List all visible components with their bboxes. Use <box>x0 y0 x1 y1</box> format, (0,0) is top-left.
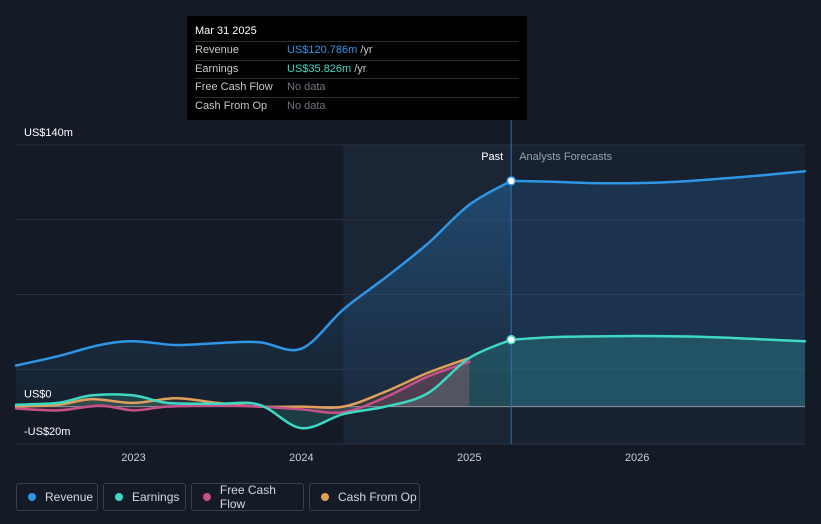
legend-item-cash-from-op[interactable]: Cash From Op <box>309 483 420 511</box>
revenue-line <box>14 179 513 367</box>
tooltip-row-free-cash-flow: Free Cash Flow No data <box>195 78 519 97</box>
revenue-forecast-line <box>509 169 807 185</box>
tooltip-unit: /yr <box>360 44 373 56</box>
series-lines <box>14 169 807 430</box>
series-markers <box>506 176 516 345</box>
revenue-marker <box>506 176 516 186</box>
tooltip-value: No data <box>287 81 326 93</box>
tooltip-label: Free Cash Flow <box>195 81 273 93</box>
legend-dot-icon <box>203 493 211 501</box>
revenue-area <box>16 180 512 407</box>
tooltip-row-revenue: Revenue US$120.786m /yr <box>195 41 519 60</box>
tooltip-unit: /yr <box>354 62 367 75</box>
tooltip-row-earnings: Earnings US$35.826m /yr <box>195 59 519 79</box>
tooltip-value: US$35.826m <box>287 62 352 75</box>
legend-item-earnings[interactable]: Earnings <box>103 483 186 511</box>
tooltip-value: US$120.786m <box>287 44 358 56</box>
y-tick-label: US$140m <box>24 127 73 139</box>
x-tick-label: 2026 <box>625 452 649 464</box>
x-tick-label: 2024 <box>289 452 313 464</box>
legend-dot-icon <box>321 493 329 501</box>
free-cash-flow-area <box>16 361 470 413</box>
y-axis-labels: US$140m US$0 -US$20m <box>24 127 73 438</box>
legend-dot-icon <box>115 493 123 501</box>
legend-item-free-cash-flow[interactable]: Free Cash Flow <box>191 483 304 511</box>
legend-dot-icon <box>28 493 36 501</box>
x-axis-labels: 2023 2024 2025 2026 <box>121 452 649 464</box>
tooltip-label: Cash From Op <box>195 99 268 112</box>
y-tick-label: -US$20m <box>24 426 70 438</box>
earnings-marker <box>506 334 516 345</box>
cash-from-op-area <box>16 358 470 408</box>
legend-item-revenue[interactable]: Revenue <box>16 483 98 511</box>
legend-label: Earnings <box>132 490 180 504</box>
legend-label: Revenue <box>45 490 94 504</box>
tooltip-label: Revenue <box>195 44 240 56</box>
earnings-forecast-area <box>511 336 805 407</box>
y-tick-label: US$0 <box>24 389 52 401</box>
tooltip-row-cash-from-op: Cash From Op No data <box>195 96 519 116</box>
earnings-line <box>14 338 513 430</box>
tooltip: Mar 31 2025 Revenue US$120.786m /yr Earn… <box>187 16 527 120</box>
forecast-label: Analysts Forecasts <box>519 151 612 163</box>
past-label: Past <box>481 151 503 163</box>
revenue-forecast-area <box>511 171 805 407</box>
tooltip-value: No data <box>287 99 326 112</box>
legend-label: Cash From Op <box>338 490 417 504</box>
x-tick-label: 2025 <box>457 452 481 464</box>
x-tick-label: 2023 <box>121 452 145 464</box>
tooltip-label: Earnings <box>195 62 239 75</box>
earnings-forecast-line <box>509 334 807 343</box>
legend-label: Free Cash Flow <box>219 483 276 511</box>
tooltip-date: Mar 31 2025 <box>195 25 257 37</box>
free-cash-flow-line <box>14 360 471 415</box>
